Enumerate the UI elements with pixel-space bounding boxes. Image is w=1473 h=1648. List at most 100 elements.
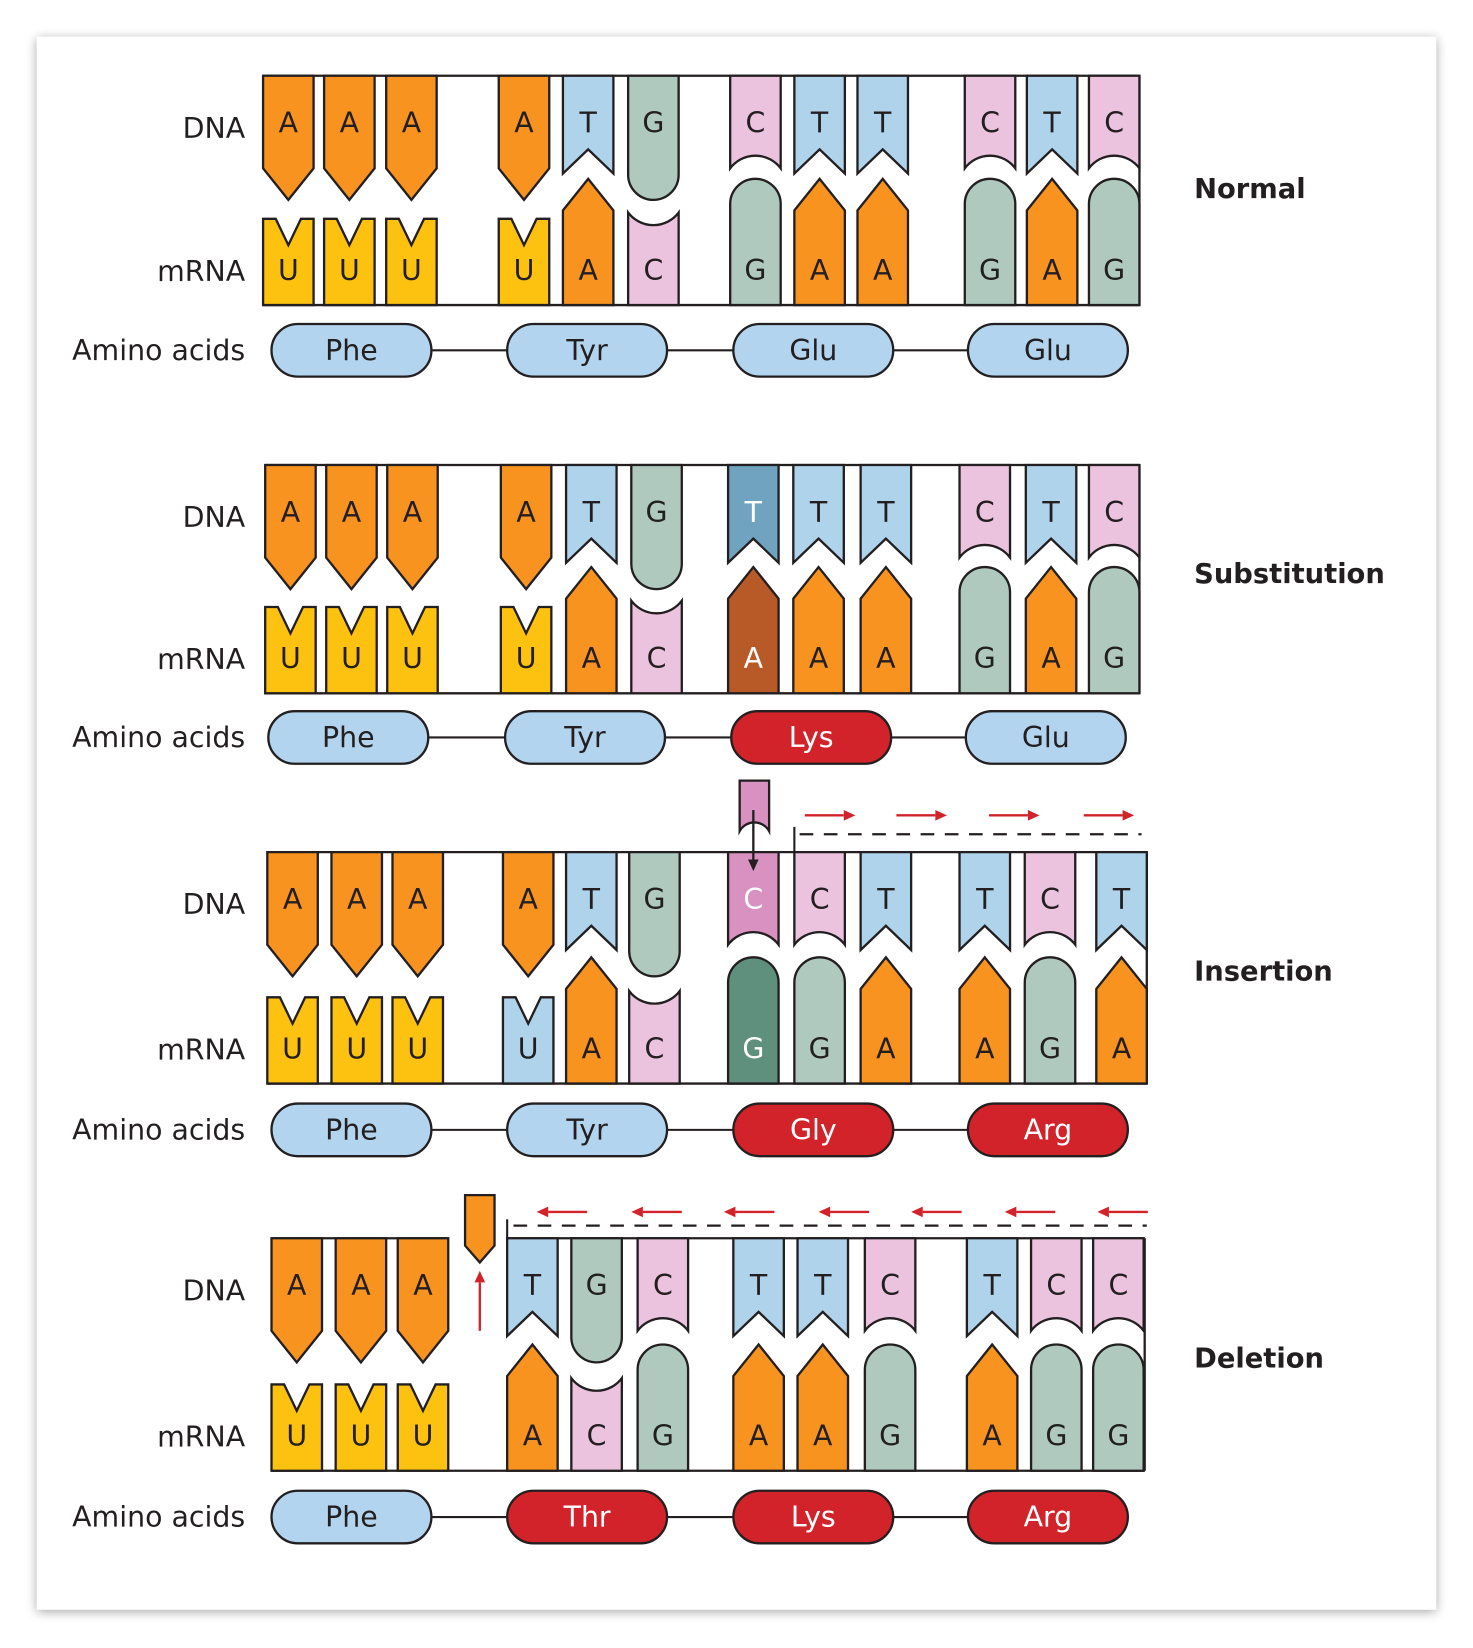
dna-nucleotide: A [325, 463, 378, 591]
amino-acid-pill [506, 1102, 669, 1158]
amino-acid-pill [503, 710, 667, 765]
amino-acid-pill [966, 322, 1130, 378]
amino-acid-gly: Gly [732, 1102, 895, 1158]
mrna-nucleotide: A [1095, 955, 1148, 1085]
mrna-nucleotide: G [1091, 1343, 1145, 1472]
dna-base-shape [1095, 850, 1148, 953]
mrna-base-letter: G [1103, 254, 1125, 287]
mrna-base-shape [385, 217, 438, 307]
dna-base-letter: T [813, 1269, 832, 1302]
dna-base-shape [386, 463, 439, 591]
inserted-nucleotide [738, 779, 771, 836]
amino-acid-pill [270, 322, 433, 378]
dna-base-shape [1029, 1237, 1083, 1335]
mrna-base-shape [863, 1343, 917, 1472]
amino-acid-tyr: Tyr [506, 1102, 669, 1158]
dna-nucleotide: C [1029, 1237, 1083, 1335]
amino-acid-name: Lys [791, 1501, 836, 1534]
mrna-nucleotide: A [856, 176, 910, 307]
dna-base-shape [564, 463, 618, 566]
amino-acids-label: Amino acids [72, 721, 245, 754]
dna-nucleotide: T [561, 74, 615, 177]
dna-base-letter: A [413, 1269, 433, 1302]
dna-base-shape [958, 463, 1012, 562]
mrna-base-shape [726, 565, 780, 695]
mrna-base-shape [501, 996, 555, 1085]
shift-left-arrow [1097, 1206, 1148, 1218]
mrna-nucleotide: A [561, 176, 615, 307]
dna-base-letter: A [351, 1269, 371, 1302]
arrow-head [935, 810, 947, 821]
mrna-base-letter: A [810, 254, 830, 287]
shift-right-arrow [896, 810, 947, 821]
shift-right-arrow [1083, 810, 1135, 821]
dna-base-letter: G [643, 883, 665, 916]
insertion-arrow [748, 810, 759, 872]
amino-acid-phe: Phe [267, 710, 430, 765]
dna-base-letter: T [1041, 496, 1060, 529]
mrna-base-letter: G [742, 1032, 764, 1065]
arrow-head [843, 810, 856, 821]
mrna-nucleotide: G [726, 956, 780, 1085]
dna-base-letter: T [876, 496, 895, 529]
mrna-base-shape [561, 176, 615, 307]
dna-nucleotide: A [261, 74, 315, 202]
mrna-base-shape [322, 217, 376, 307]
dna-base-letter: T [982, 1269, 1001, 1302]
shift-left-arrow [536, 1206, 588, 1218]
dna-base-letter: T [1042, 107, 1061, 140]
dna-label: DNA [183, 112, 246, 145]
amino-acid-name: Phe [325, 1501, 378, 1534]
mrna-nucleotide: G [1087, 177, 1141, 307]
mrna-nucleotide: U [391, 996, 445, 1085]
mrna-nucleotide: A [1024, 565, 1078, 695]
shift-left-arrow [631, 1206, 682, 1218]
dna-base-shape [792, 463, 845, 566]
mrna-nucleotide: A [564, 565, 618, 695]
dna-base-letter: C [653, 1269, 673, 1302]
mrna-base-shape [965, 1342, 1019, 1472]
mrna-base-letter: U [346, 1032, 367, 1065]
amino-acid-tyr: Tyr [503, 710, 667, 765]
dna-base-shape [334, 1237, 388, 1365]
dna-base-letter: T [523, 1269, 542, 1302]
dna-base-letter: T [578, 107, 597, 140]
dna-base-shape [732, 1237, 785, 1339]
mrna-base-shape [859, 565, 913, 695]
mrna-nucleotide: A [792, 565, 845, 695]
mrna-base-shape [499, 605, 553, 695]
dna-base-shape [499, 463, 553, 591]
dna-base-letter: T [876, 883, 895, 916]
dna-nucleotide: C [729, 74, 782, 172]
mrna-nucleotide: U [499, 605, 553, 695]
dna-nucleotide: C [793, 850, 847, 949]
dna-base-letter: A [287, 1269, 307, 1302]
mrna-base-letter: G [1045, 1420, 1067, 1453]
amino-acid-glu: Glu [732, 322, 895, 378]
mrna-base-letter: U [280, 642, 301, 675]
dna-base-letter: T [582, 883, 601, 916]
mrna-nucleotide: U [334, 1383, 388, 1472]
mrna-nucleotide: A [859, 955, 913, 1085]
dna-nucleotide: C [863, 1237, 917, 1335]
dna-base-letter: A [518, 883, 538, 916]
mrna-base-letter: U [402, 642, 423, 675]
dna-nucleotide: A [334, 1237, 388, 1365]
mrna-base-letter: U [514, 254, 535, 287]
mrna-base-letter: U [341, 642, 362, 675]
dna-nucleotide: C [1087, 463, 1141, 562]
dna-label: DNA [183, 888, 246, 921]
mrna-base-letter: U [413, 1420, 434, 1453]
dna-nucleotide: A [386, 463, 439, 591]
mrna-nucleotide: A [564, 955, 618, 1085]
dna-nucleotide: T [856, 74, 910, 177]
dna-base-letter: A [516, 496, 536, 529]
dna-base-shape [330, 850, 384, 979]
dna-base-letter: C [1046, 1269, 1066, 1302]
dna-base-letter: A [402, 107, 422, 140]
dna-nucleotide: C [726, 850, 780, 949]
mrna-base-shape [963, 177, 1017, 307]
dna-base-shape [863, 1237, 917, 1335]
mrna-nucleotide: C [630, 597, 683, 695]
dna-nucleotide: A [385, 74, 438, 202]
